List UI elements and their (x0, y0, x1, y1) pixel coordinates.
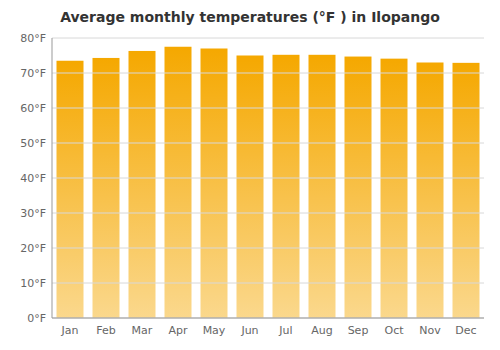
y-tick-label: 0°F (27, 312, 46, 325)
x-tick-label: Aug (311, 324, 332, 337)
bar (57, 61, 84, 318)
bar (345, 57, 372, 318)
x-tick-label: Jan (61, 324, 79, 337)
grid-line (52, 143, 484, 144)
grid-line (52, 283, 484, 284)
y-tick-label: 70°F (20, 67, 46, 80)
bar (309, 55, 336, 318)
x-tick-label: May (203, 324, 226, 337)
bar (129, 51, 156, 318)
x-tick-label: Sep (348, 324, 369, 337)
x-tick-label: Jun (240, 324, 258, 337)
x-tick-label: Oct (384, 324, 404, 337)
y-tick-label: 40°F (20, 172, 46, 185)
bar (201, 49, 228, 319)
x-tick-label: Apr (168, 324, 188, 337)
chart-svg: Average monthly temperatures (°F ) in Il… (0, 0, 500, 350)
bar (93, 58, 120, 318)
x-tick-label: Dec (455, 324, 476, 337)
bar (237, 56, 264, 319)
bar (417, 63, 444, 319)
chart-title: Average monthly temperatures (°F ) in Il… (60, 9, 440, 25)
grid-line (52, 38, 484, 39)
y-grid (52, 38, 484, 318)
y-tick-label: 50°F (20, 137, 46, 150)
grid-line (52, 108, 484, 109)
x-tick-label: Feb (96, 324, 115, 337)
y-tick-label: 20°F (20, 242, 46, 255)
x-tick-labels: Jan Feb Mar Apr May Jun Jul Aug Sep Oct Nov Dec (61, 324, 477, 337)
y-axis-line (52, 38, 53, 318)
grid-line (52, 73, 484, 74)
bar (273, 55, 300, 318)
y-tick-label: 30°F (20, 207, 46, 220)
x-tick-label: Jul (278, 324, 292, 337)
bar (453, 63, 480, 318)
y-tick-label: 60°F (20, 102, 46, 115)
y-tick-label: 80°F (20, 32, 46, 45)
bar (381, 59, 408, 318)
grid-line (52, 248, 484, 249)
chart-container: Average monthly temperatures (°F ) in Il… (0, 0, 500, 350)
y-tick-labels: 0°F 10°F 20°F 30°F 40°F 50°F 60°F 70°F 80°F (20, 32, 46, 325)
bars (57, 47, 480, 318)
grid-line (52, 178, 484, 179)
x-tick-label: Mar (132, 324, 153, 337)
grid-line (52, 213, 484, 214)
y-tick-label: 10°F (20, 277, 46, 290)
grid-line (52, 318, 484, 319)
bar (165, 47, 192, 318)
x-axis-line (52, 318, 484, 319)
x-tick-label: Nov (419, 324, 441, 337)
